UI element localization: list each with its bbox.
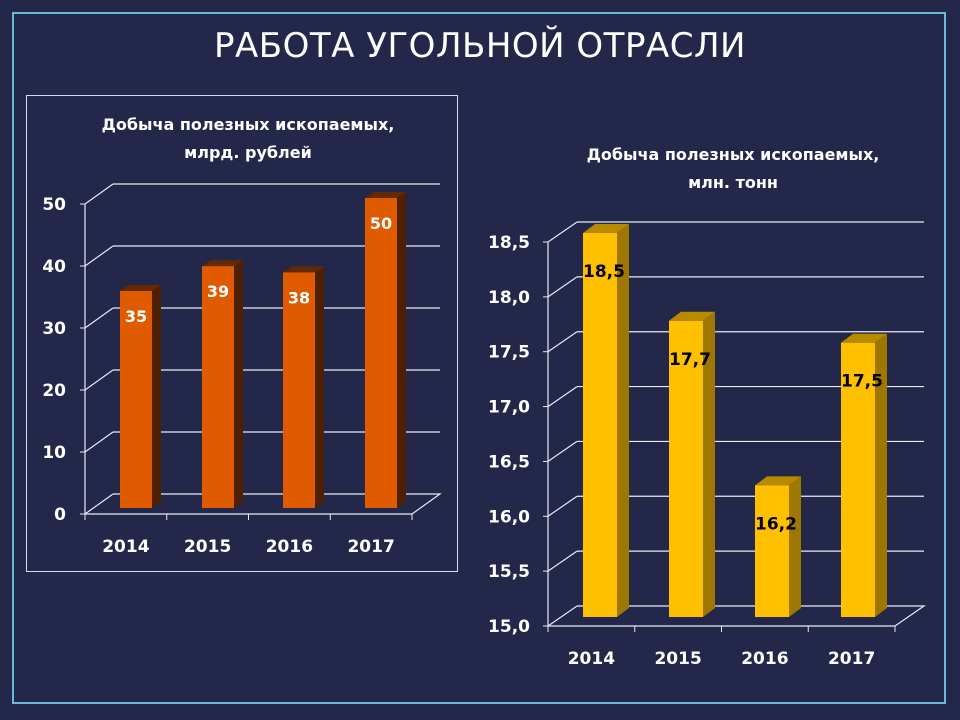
x-category-label: 2016 bbox=[266, 537, 313, 557]
y-tick-label: 15,5 bbox=[488, 562, 530, 582]
y-tick-label: 20 bbox=[42, 381, 66, 401]
bar-side bbox=[397, 192, 406, 508]
bar bbox=[283, 272, 315, 508]
bar-side bbox=[617, 224, 629, 617]
left-chart-border bbox=[26, 95, 458, 572]
x-category-label: 2017 bbox=[347, 537, 394, 557]
gridline-diagonal bbox=[547, 386, 578, 408]
bar bbox=[841, 342, 875, 617]
slide-frame bbox=[12, 12, 946, 704]
gridline-diagonal bbox=[547, 605, 578, 627]
gridline-diagonal bbox=[84, 493, 114, 515]
x-category-label: 2017 bbox=[828, 649, 875, 669]
bar-top bbox=[583, 224, 629, 233]
y-tick-label: 0 bbox=[54, 505, 66, 525]
gridline-diagonal bbox=[547, 550, 578, 572]
y-tick-label: 10 bbox=[42, 443, 66, 463]
bar-top bbox=[755, 476, 801, 486]
gridline-diagonal bbox=[84, 183, 114, 205]
data-label: 16,2 bbox=[755, 514, 797, 534]
y-tick-label: 17,0 bbox=[488, 398, 530, 418]
bar-side bbox=[703, 311, 715, 617]
data-label: 35 bbox=[125, 307, 147, 326]
bar bbox=[202, 266, 234, 508]
bar-side bbox=[234, 260, 243, 508]
y-tick-label: 16,0 bbox=[488, 507, 530, 527]
bar bbox=[583, 233, 617, 617]
y-tick-label: 30 bbox=[42, 319, 66, 339]
y-tick-label: 18,0 bbox=[488, 288, 530, 308]
bar-side bbox=[315, 266, 324, 508]
bar-side bbox=[875, 333, 887, 617]
gridline-diagonal bbox=[84, 431, 114, 453]
y-tick-label: 40 bbox=[42, 257, 66, 277]
bar bbox=[669, 320, 703, 617]
x-category-label: 2014 bbox=[568, 649, 615, 669]
gridline-diagonal bbox=[547, 495, 578, 517]
chart-title: млн. тонн bbox=[688, 173, 778, 192]
x-category-label: 2014 bbox=[102, 537, 149, 557]
bar bbox=[365, 198, 397, 508]
data-label: 50 bbox=[370, 214, 392, 233]
y-tick-label: 16,5 bbox=[488, 452, 530, 472]
bar-top bbox=[120, 285, 161, 291]
data-label: 39 bbox=[207, 282, 229, 301]
x-category-label: 2015 bbox=[184, 537, 231, 557]
gridline-diagonal bbox=[547, 221, 578, 243]
bar-side bbox=[789, 476, 801, 617]
chart-title: Добыча полезных ископаемых, bbox=[102, 115, 395, 134]
data-label: 17,5 bbox=[841, 372, 883, 392]
x-category-label: 2015 bbox=[654, 649, 701, 669]
data-label: 38 bbox=[288, 288, 310, 307]
y-tick-label: 18,5 bbox=[488, 233, 530, 253]
bar-side bbox=[152, 285, 161, 508]
bar-top bbox=[841, 333, 887, 343]
data-label: 17,7 bbox=[669, 350, 711, 370]
bar-top bbox=[365, 192, 406, 198]
x-category-label: 2016 bbox=[741, 649, 788, 669]
gridline-diagonal bbox=[547, 331, 578, 353]
bar-top bbox=[283, 266, 324, 273]
bar bbox=[120, 291, 152, 508]
chart-title: млрд. рублей bbox=[184, 143, 312, 162]
gridline-diagonal bbox=[84, 369, 114, 391]
gridline-diagonal bbox=[547, 276, 578, 298]
data-label: 18,5 bbox=[583, 262, 625, 282]
y-tick-label: 50 bbox=[42, 195, 66, 215]
bar-top bbox=[202, 260, 243, 267]
gridline-diagonal bbox=[547, 440, 578, 462]
gridline-diagonal bbox=[84, 307, 114, 329]
slide-title: РАБОТА УГОЛЬНОЙ ОТРАСЛИ bbox=[214, 26, 746, 66]
chart-title: Добыча полезных ископаемых, bbox=[587, 145, 880, 164]
y-tick-label: 15,0 bbox=[488, 617, 530, 637]
bar-top bbox=[669, 311, 715, 321]
bar bbox=[755, 485, 789, 617]
y-tick-label: 17,5 bbox=[488, 343, 530, 363]
gridline-diagonal bbox=[84, 245, 114, 267]
